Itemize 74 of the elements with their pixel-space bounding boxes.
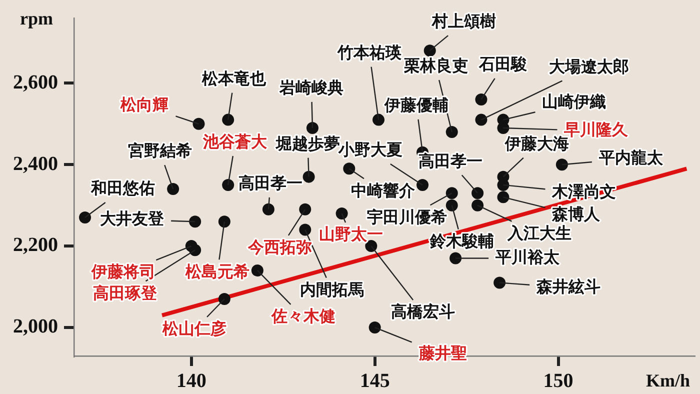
point [446,187,458,200]
point [372,114,384,126]
point [365,240,378,252]
data-label: 高田孝一 [238,174,302,193]
data-label: 内間拓馬 [300,280,364,299]
y-tick-label: 2,600 [13,71,58,94]
data-label: 池谷蒼大 [202,132,268,152]
data-label: 高田琢登 [93,283,158,302]
point [446,126,458,138]
point [218,216,230,228]
data-label: 石田駿 [478,54,528,74]
data-label: 竹本祐瑛 [336,42,402,62]
data-label: 中崎響介 [351,180,416,200]
data-label: 栗林良吏 [402,56,468,76]
data-label: 山野太一 [318,224,383,244]
data-label: 小野大夏 [338,140,403,160]
data-label: 森井絃斗 [536,276,601,296]
data-label: 松島元希 [184,262,250,281]
data-label: 平内龍太 [598,148,664,167]
point [368,321,381,334]
data-label: 和田悠佑 [90,178,156,198]
point [497,191,510,204]
data-label: 岩崎峻典 [278,78,344,98]
data-label: 松向輝 [120,95,169,114]
x-tick-label: 150 [543,370,574,392]
data-label: 松山仁彦 [161,319,226,338]
data-label: 山崎伊織 [542,92,606,111]
x-tick-label: 145 [360,370,390,392]
point [472,199,484,212]
y-tick-label: 2,200 [13,234,58,256]
point [262,203,274,216]
point [167,183,180,196]
point [251,264,264,276]
point [189,244,202,256]
data-label: 入江大生 [506,223,572,242]
point [450,252,462,264]
data-label: 高橋宏斗 [391,302,456,322]
point [475,93,488,106]
point [424,44,436,57]
point [218,292,230,305]
point [299,203,312,216]
data-label: 今西拓弥 [247,238,312,257]
point [446,199,458,212]
x-axis-title: Km/h [646,370,690,391]
data-label: 堀越歩夢 [274,134,340,153]
point [494,276,506,289]
point [222,114,234,126]
point [343,162,356,175]
point [416,178,429,191]
data-label: 平川裕太 [494,247,561,266]
point [472,187,484,200]
point [306,122,318,134]
y-tick-label: 2,400 [13,152,58,175]
data-label: 大井友登 [100,208,166,228]
point [336,207,348,220]
y-axis-title: rpm [20,8,53,29]
x-tick-label: 140 [176,370,206,392]
point [79,212,92,224]
point [475,114,488,126]
data-label: 宇田川優希 [366,207,447,226]
data-label: 村上頌樹 [430,12,496,31]
point [299,224,312,236]
data-label: 伊藤将司 [90,262,156,282]
data-label: 森博人 [551,204,602,224]
point [189,216,202,228]
point [556,158,568,171]
y-tick-label: 2,000 [13,316,58,338]
data-label: 大場遼太郎 [549,56,630,76]
data-label: 佐々木健 [270,306,336,326]
point [302,170,315,183]
data-label: 松本竜也 [201,68,268,88]
point [222,178,234,191]
data-label: 宮野結希 [128,141,192,160]
point [192,118,205,130]
